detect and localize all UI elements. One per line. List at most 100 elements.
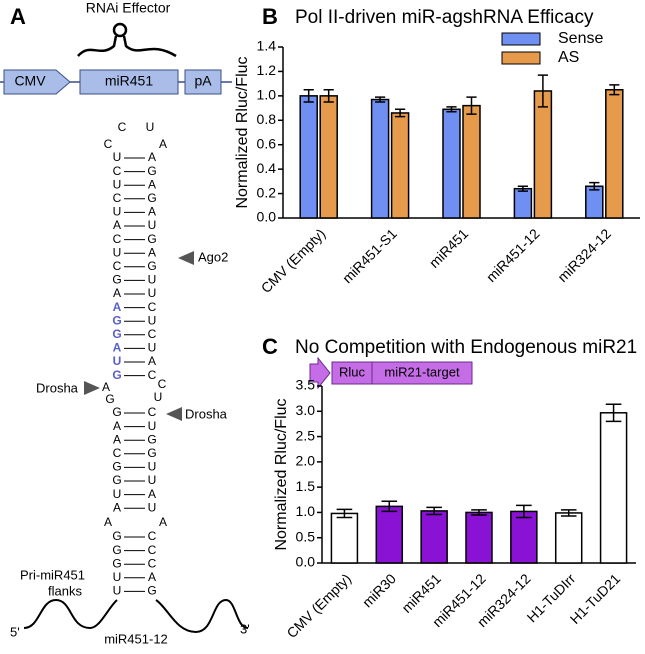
nucleotide: G bbox=[112, 460, 121, 474]
nucleotide: G bbox=[147, 191, 156, 205]
flank-lines bbox=[23, 598, 249, 634]
nucleotide: G bbox=[105, 392, 114, 406]
legend-label: Sense bbox=[558, 30, 603, 47]
y-tick-label: 3.0 bbox=[296, 402, 316, 418]
bar bbox=[465, 511, 493, 564]
nucleotide: G bbox=[112, 405, 121, 419]
nucleotide: A bbox=[113, 286, 121, 300]
nucleotide: C bbox=[113, 232, 122, 246]
y-tick-label: 1.4 bbox=[257, 38, 277, 54]
annotation: Ago2 bbox=[198, 249, 228, 264]
y-tick-label: 1.2 bbox=[257, 62, 277, 78]
error-bar bbox=[560, 509, 577, 517]
bar bbox=[330, 512, 359, 564]
nucleotide: U bbox=[113, 177, 122, 191]
nucleotide: A bbox=[113, 432, 121, 446]
nucleotide: U bbox=[113, 205, 122, 219]
nucleotide: U bbox=[113, 245, 122, 259]
hairpin-icon bbox=[77, 35, 177, 58]
nucleotide: G bbox=[112, 273, 121, 287]
error-bar bbox=[516, 504, 532, 519]
nucleotide: A bbox=[104, 515, 112, 529]
nucleotide: A bbox=[148, 177, 156, 191]
x-tick-label: miR451 bbox=[398, 570, 444, 616]
error-bar bbox=[395, 108, 406, 118]
error-bar bbox=[466, 96, 477, 115]
annotation: miR451-12 bbox=[104, 631, 168, 646]
x-tick-label: miR324-12 bbox=[554, 225, 614, 285]
nucleotide: A bbox=[148, 205, 156, 219]
drosha-arrow bbox=[166, 407, 182, 421]
error-bar bbox=[381, 500, 398, 513]
error-bar bbox=[446, 106, 457, 113]
nucleotide: G bbox=[112, 543, 121, 557]
nucleotide: U bbox=[148, 460, 157, 474]
pa-box bbox=[184, 69, 222, 95]
y-tick-label: 0.5 bbox=[296, 528, 316, 544]
y-tick-label: 0.4 bbox=[257, 160, 277, 176]
nucleotide: C bbox=[118, 120, 127, 134]
nucleotide: U bbox=[148, 286, 157, 300]
nucleotide: G bbox=[112, 556, 121, 570]
nucleotide: U bbox=[148, 500, 157, 514]
y-tick-label: 0.0 bbox=[296, 554, 316, 570]
nucleotide: U bbox=[113, 354, 122, 368]
error-bar bbox=[303, 89, 314, 103]
panel-label: C bbox=[262, 334, 278, 359]
x-tick-label: miR30 bbox=[359, 570, 399, 610]
x-tick-label: miR451 bbox=[426, 225, 472, 271]
x-tick-label: miR451-S1 bbox=[339, 225, 400, 286]
bar bbox=[585, 185, 604, 219]
annotation: 3' bbox=[240, 621, 250, 636]
construct-title: RNAi Effector bbox=[86, 0, 171, 16]
nucleotide: G bbox=[112, 529, 121, 543]
error-bar bbox=[471, 509, 487, 516]
bar bbox=[599, 412, 628, 564]
bar bbox=[390, 112, 410, 219]
bar bbox=[420, 510, 448, 564]
y-tick-label: 0.0 bbox=[257, 209, 277, 225]
legend-swatch bbox=[501, 32, 541, 46]
y-tick-label: 2.0 bbox=[296, 453, 316, 469]
bar bbox=[510, 510, 538, 564]
nucleotide: U bbox=[154, 390, 163, 404]
nucleotide: A bbox=[148, 570, 156, 584]
nucleotide: G bbox=[112, 327, 121, 341]
nucleotide: U bbox=[148, 313, 157, 327]
ago2-arrow bbox=[178, 251, 194, 265]
error-bar bbox=[336, 508, 353, 519]
nucleotide: C bbox=[104, 137, 113, 151]
error-bar bbox=[605, 403, 622, 423]
nucleotide: A bbox=[102, 380, 110, 394]
nucleotide: U bbox=[148, 419, 157, 433]
nucleotide: U bbox=[148, 273, 157, 287]
annotation: flanks bbox=[48, 583, 82, 598]
nucleotide: U bbox=[113, 584, 122, 598]
nucleotide: C bbox=[113, 191, 122, 205]
nucleotide: C bbox=[148, 327, 157, 341]
y-axis-label: Normalized Rluc/Fluc bbox=[273, 398, 290, 550]
error-bar bbox=[589, 181, 600, 191]
bar bbox=[319, 95, 338, 219]
nucleotide: G bbox=[147, 584, 156, 598]
cmv-box bbox=[3, 69, 71, 95]
construct-element: CMV bbox=[14, 73, 46, 89]
chart-title: No Competition with Endogenous miR21 bbox=[295, 337, 637, 358]
bar bbox=[462, 104, 481, 219]
y-tick-label: 1.0 bbox=[257, 87, 277, 103]
error-bar bbox=[426, 506, 442, 516]
bar bbox=[370, 98, 390, 219]
nucleotide: A bbox=[148, 150, 156, 164]
panel-label: A bbox=[10, 4, 26, 29]
y-tick-label: 1.5 bbox=[296, 478, 316, 494]
error-bar bbox=[609, 84, 620, 96]
construct-element: pA bbox=[194, 73, 212, 89]
y-tick-label: 1.0 bbox=[296, 503, 316, 519]
y-tick-label: 0.8 bbox=[257, 111, 277, 127]
nucleotide: A bbox=[113, 419, 121, 433]
nucleotide: U bbox=[146, 120, 155, 134]
chart-title: Pol II-driven miR-agshRNA Efficacy bbox=[295, 7, 594, 28]
legend-swatch bbox=[501, 51, 541, 65]
nucleotide: U bbox=[113, 487, 122, 501]
